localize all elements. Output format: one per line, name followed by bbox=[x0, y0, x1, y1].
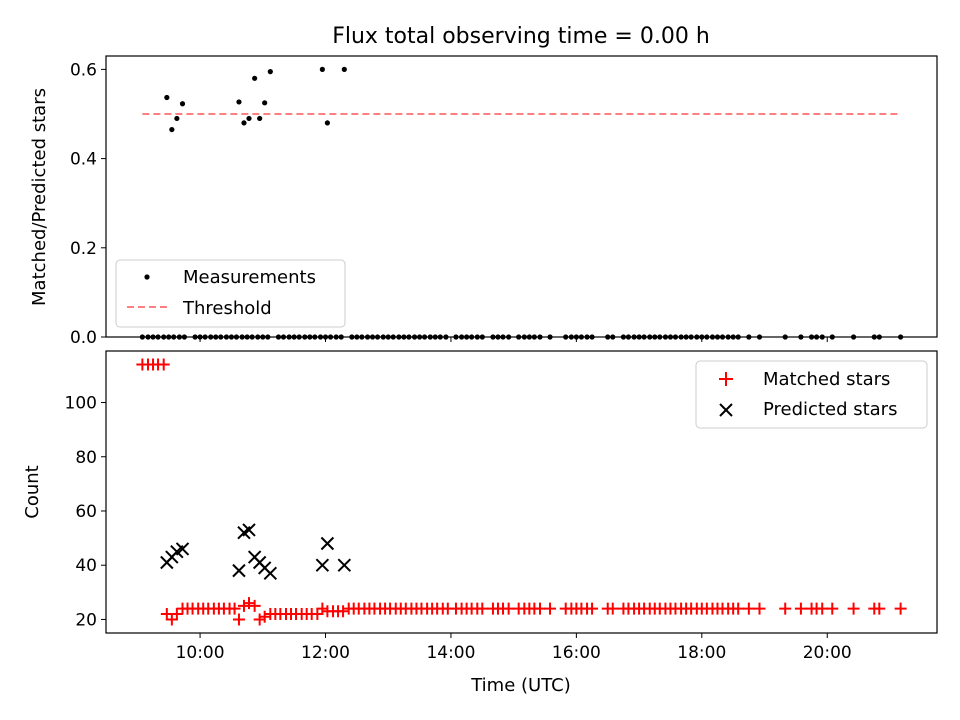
predicted-star-point bbox=[232, 563, 246, 578]
matched-star-point bbox=[894, 602, 907, 615]
bottom-ytick-label: 100 bbox=[65, 394, 97, 414]
measurement-point bbox=[241, 120, 247, 126]
matched-star-point bbox=[170, 608, 183, 621]
matched-star-point bbox=[742, 602, 755, 615]
matched-star-point bbox=[847, 602, 860, 615]
matched-star-point bbox=[311, 608, 324, 621]
legend-measurements-marker bbox=[144, 274, 150, 280]
matched-star-point bbox=[586, 602, 599, 615]
top-ylabel: Matched/Predicted stars bbox=[29, 88, 50, 306]
bottom-ticks: 20 40 60 80 100 10:00 12:00 14:00 16:00 18:00 20:0… bbox=[65, 394, 852, 663]
matched-star-point bbox=[165, 613, 178, 626]
matched-star-point bbox=[248, 599, 261, 612]
bottom-xtick-label: 14:00 bbox=[426, 643, 475, 663]
matched-star-point bbox=[816, 602, 829, 615]
top-legend-box bbox=[115, 259, 346, 328]
matched-star-point bbox=[753, 602, 766, 615]
matched-star-point bbox=[794, 602, 807, 615]
measurement-point bbox=[341, 66, 347, 72]
measurement-point bbox=[257, 115, 263, 122]
measurement-point bbox=[246, 115, 252, 122]
measurement-point bbox=[262, 100, 268, 106]
predicted-star-point bbox=[337, 558, 352, 572]
matched-star-point bbox=[779, 602, 792, 615]
matched-stars-points bbox=[136, 358, 907, 626]
matched-star-point bbox=[258, 610, 271, 623]
matched-star-point bbox=[534, 602, 547, 615]
top-panel: 0.0 0.2 0.4 0.6 Matched/Predicted stars Mea… bbox=[29, 55, 938, 348]
legend-predicted-label: Predicted stars bbox=[763, 399, 897, 420]
matched-star-point bbox=[242, 597, 255, 610]
legend-matched-label: Matched stars bbox=[763, 369, 890, 390]
matched-star-point bbox=[826, 602, 839, 615]
matched-star-point bbox=[232, 613, 245, 626]
top-ytick-label: 0.6 bbox=[70, 60, 97, 80]
x-axis-label: Time (UTC) bbox=[470, 675, 571, 696]
matched-star-point bbox=[476, 602, 489, 615]
matched-star-point bbox=[253, 613, 266, 626]
bottom-xtick-label: 12:00 bbox=[301, 643, 350, 663]
measurement-point bbox=[267, 69, 273, 75]
predicted-star-point bbox=[263, 566, 278, 581]
measurement-point bbox=[169, 126, 175, 133]
legend-matched-marker bbox=[719, 372, 733, 386]
bottom-axes-frame bbox=[105, 350, 938, 634]
legend-threshold-label: Threshold bbox=[182, 298, 272, 319]
matched-star-point bbox=[157, 358, 170, 371]
bottom-xtick-label: 18:00 bbox=[677, 643, 726, 663]
bottom-legend: Matched stars Predicted stars bbox=[695, 360, 928, 429]
top-legend: Measurements Threshold bbox=[115, 259, 346, 328]
matched-star-point bbox=[160, 608, 173, 621]
top-axes-frame bbox=[105, 55, 938, 338]
legend-predicted-marker bbox=[719, 403, 733, 417]
predicted-stars-points bbox=[160, 523, 352, 581]
top-ytick-label: 0.0 bbox=[70, 328, 97, 348]
bottom-ytick-label: 20 bbox=[75, 610, 97, 630]
matched-star-point bbox=[873, 602, 886, 615]
predicted-star-point bbox=[320, 536, 335, 551]
predicted-star-point bbox=[175, 542, 190, 556]
bottom-ytick-label: 40 bbox=[75, 556, 97, 576]
predicted-star-point bbox=[242, 523, 256, 537]
measurement-point bbox=[236, 99, 242, 105]
measurement-point bbox=[252, 75, 258, 81]
matched-star-point bbox=[228, 602, 241, 615]
matched-star-point bbox=[337, 605, 350, 618]
bottom-legend-box bbox=[695, 360, 928, 429]
bottom-panel: 20 40 60 80 100 10:00 12:00 14:00 16:00 18:00 20:0… bbox=[22, 350, 938, 696]
matched-star-point bbox=[544, 602, 557, 615]
measurement-point bbox=[174, 115, 180, 122]
bottom-ytick-label: 60 bbox=[75, 502, 97, 522]
bottom-xtick-label: 10:00 bbox=[176, 643, 225, 663]
top-ytick-label: 0.2 bbox=[70, 239, 97, 259]
matched-star-point bbox=[316, 602, 329, 615]
top-ytick-label: 0.4 bbox=[70, 150, 97, 170]
measurement-point bbox=[164, 94, 170, 101]
measurement-point bbox=[324, 120, 330, 126]
legend-measurements-label: Measurements bbox=[183, 267, 316, 288]
bottom-xtick-label: 20:00 bbox=[803, 643, 852, 663]
top-ticks: 0.0 0.2 0.4 0.6 bbox=[70, 60, 828, 348]
bottom-ylabel: Count bbox=[22, 465, 43, 518]
bottom-xtick-label: 16:00 bbox=[552, 643, 601, 663]
measurement-point bbox=[319, 66, 325, 72]
measurement-point bbox=[179, 101, 186, 107]
bottom-ytick-label: 80 bbox=[75, 448, 97, 468]
chart-title: Flux total observing time = 0.00 h bbox=[332, 24, 710, 49]
matched-star-point bbox=[732, 602, 745, 615]
matched-star-point bbox=[606, 602, 619, 615]
predicted-star-point bbox=[315, 558, 330, 572]
matched-star-point bbox=[502, 602, 515, 615]
matched-star-point bbox=[237, 599, 250, 612]
